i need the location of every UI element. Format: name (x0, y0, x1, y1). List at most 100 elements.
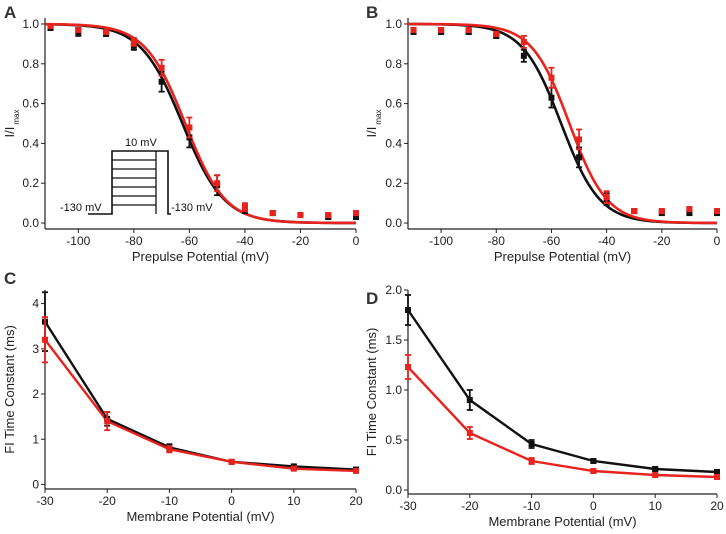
data-point-red (214, 180, 221, 187)
x-tick-label: -100 (66, 234, 90, 248)
x-tick-label: -10 (161, 494, 179, 508)
data-point-black (686, 210, 693, 217)
y-axis-label-subscript: max (374, 110, 383, 125)
data-point-black (353, 214, 359, 221)
data-point-red (104, 418, 111, 425)
data-point-red (528, 458, 535, 464)
chart-panel-d: -30 -20 -10 0 10 20 0.0 0.5 1.0 1.5 2.0 Membrane Po… (364, 283, 724, 529)
x-tick-label: 10 (287, 494, 301, 508)
y-tick-label: 1.5 (385, 333, 402, 347)
y-axis-label-text: I/I (364, 127, 379, 138)
chart-panel-b: -100 -80 -60 -40 -20 0 0.0 0.2 0.4 0.6 0.8 1.0 Prepu… (364, 17, 721, 264)
y-tick-label: 1 (32, 432, 39, 446)
y-tick-label: 1.0 (385, 383, 402, 397)
x-tick-label: -30 (399, 499, 417, 513)
x-axis-label: Membrane Potential (mV) (488, 514, 636, 529)
data-point-black (590, 458, 597, 464)
data-point-red (47, 22, 54, 29)
data-point-red (714, 474, 720, 480)
x-axis-label: Prepulse Potential (mV) (132, 249, 269, 264)
x-tick-label: 0 (590, 499, 597, 513)
data-point-red (228, 458, 235, 465)
y-tick-label: 0.2 (385, 176, 402, 190)
y-tick-label: 3 (32, 342, 39, 356)
fit-curve-red (408, 22, 718, 225)
data-point-red (405, 364, 411, 370)
y-tick-label: 2.0 (385, 283, 402, 297)
x-tick-label: 20 (349, 494, 363, 508)
y-tick-label: 0.2 (22, 176, 39, 190)
data-point-black (652, 466, 659, 472)
series-line-black (407, 309, 718, 474)
data-point-red (166, 446, 173, 453)
chart-panel-c: -30 -20 -10 0 10 20 0 1 2 3 4 Membrane Potential (m… (2, 290, 363, 524)
data-point-red (353, 467, 359, 474)
data-point-red (590, 468, 597, 474)
y-tick-label: 1.0 (385, 17, 402, 31)
data-point-red (493, 30, 500, 37)
y-axis-label-subscript: max (12, 110, 21, 125)
x-tick-label: -30 (36, 494, 54, 508)
x-axis-label: Prepulse Potential (mV) (494, 249, 631, 264)
x-tick-label: 0 (228, 494, 235, 508)
data-point-red (466, 430, 473, 436)
y-axis-label-text: FI Time Constant (ms) (364, 328, 379, 457)
y-tick-label: 0.6 (22, 97, 39, 111)
y-tick-label: 0.4 (22, 136, 39, 150)
series-line-black (43, 321, 357, 471)
x-tick-label: 20 (710, 499, 724, 513)
x-tick-label: -40 (598, 234, 616, 248)
data-point-red (75, 26, 82, 33)
y-axis-label: I/I max (364, 110, 383, 138)
data-point-red (353, 210, 359, 217)
protocol-hold-right-label: -130 mV (171, 202, 213, 214)
data-point-red (130, 38, 137, 45)
y-tick-label: 0.0 (22, 216, 39, 230)
x-tick-label: 0 (353, 234, 360, 248)
x-tick-label: -60 (181, 234, 199, 248)
x-tick-label: -20 (653, 234, 671, 248)
data-point-black (158, 78, 165, 85)
x-tick-label: -20 (99, 494, 117, 508)
fit-curve-black (44, 22, 357, 225)
protocol-hold-left-label: -130 mV (60, 202, 102, 214)
data-point-red (686, 206, 693, 213)
y-tick-label: 4 (32, 297, 39, 311)
y-axis-label-text: I/I (2, 127, 17, 138)
y-axis-label: I/I max (2, 110, 21, 138)
panel-label-b: B (366, 3, 378, 22)
data-point-black (548, 94, 555, 101)
x-axis-label: Membrane Potential (mV) (126, 509, 274, 524)
panel-label-d: D (366, 289, 378, 308)
y-tick-label: 2 (32, 387, 39, 401)
data-point-red (520, 38, 527, 45)
data-point-black (714, 469, 720, 475)
data-point-red (269, 210, 276, 217)
x-tick-label: -80 (488, 234, 506, 248)
y-axis-label-text: FI Time Constant (ms) (2, 325, 17, 454)
y-tick-label: 0.0 (385, 483, 402, 497)
x-tick-label: -40 (236, 234, 254, 248)
data-point-red (631, 208, 638, 215)
x-tick-label: -10 (523, 499, 541, 513)
data-point-red (290, 465, 297, 472)
y-tick-label: 0.5 (385, 433, 402, 447)
data-point-red (186, 124, 193, 131)
y-tick-label: 1.0 (22, 17, 39, 31)
y-tick-label: 0 (32, 477, 39, 491)
data-point-red (438, 26, 445, 33)
x-tick-label: -80 (125, 234, 143, 248)
fit-curve-black (407, 22, 718, 225)
protocol-trace (88, 150, 171, 215)
data-point-red (652, 472, 659, 478)
data-point-red (325, 212, 332, 219)
x-tick-label: 0 (714, 234, 721, 248)
y-axis-label: FI Time Constant (ms) (2, 325, 17, 454)
fit-curve-red (44, 22, 357, 225)
data-point-red (410, 26, 417, 33)
panel-label-c: C (4, 269, 16, 288)
data-point-red (241, 204, 248, 211)
series-line-red (407, 366, 718, 479)
y-tick-label: 0.8 (22, 57, 39, 71)
